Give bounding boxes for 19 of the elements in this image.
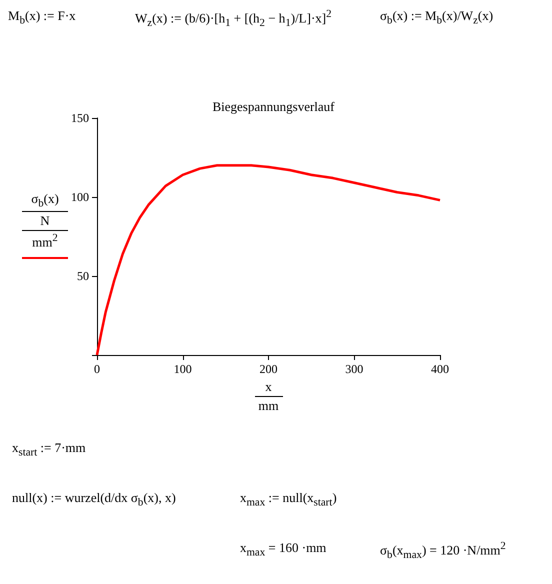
x-tick-label: 200 (260, 362, 278, 376)
text: x$_{start}$ := 7·mm (12, 440, 86, 459)
text: M$_{b}$(x) := F·x (8, 8, 76, 27)
y-axis-title: σ$_{b}$(x) N mm$^{2}$ (30, 190, 60, 251)
chart-title: Biegespannungsverlauf (212, 99, 336, 114)
x-tick-label: 300 (345, 362, 364, 376)
x-tick-label: 400 (431, 362, 449, 376)
x-axis-title: x mm (257, 378, 280, 415)
y-tick-label: 50 (77, 269, 89, 283)
text: x$_{max}$ := null(x$_{start}$) (240, 490, 337, 509)
text: W$_{z}$(x) := (b/6)·[h$_{1}$ + [(h$_{2}$ − h$_{1}$)/L]·x]$^{2}$ (135, 8, 332, 29)
y-tick-label: 100 (71, 190, 89, 204)
text: x$_{max}$ = 160 ·mm (240, 540, 326, 559)
y-tick-label: 150 (71, 111, 89, 125)
x-tick-label: 0 (94, 362, 100, 376)
text: null(x) := wurzel(d/dx σ$_{b}$(x), x) (12, 490, 176, 509)
text: σ$_{b}$(x$_{max}$) = 120 ·N/mm$^{2}$ (380, 540, 506, 561)
text: σ$_{b}$(x) := M$_{b}$(x)/W$_{z}$(x) (380, 8, 494, 27)
x-tick-label: 100 (174, 362, 192, 376)
